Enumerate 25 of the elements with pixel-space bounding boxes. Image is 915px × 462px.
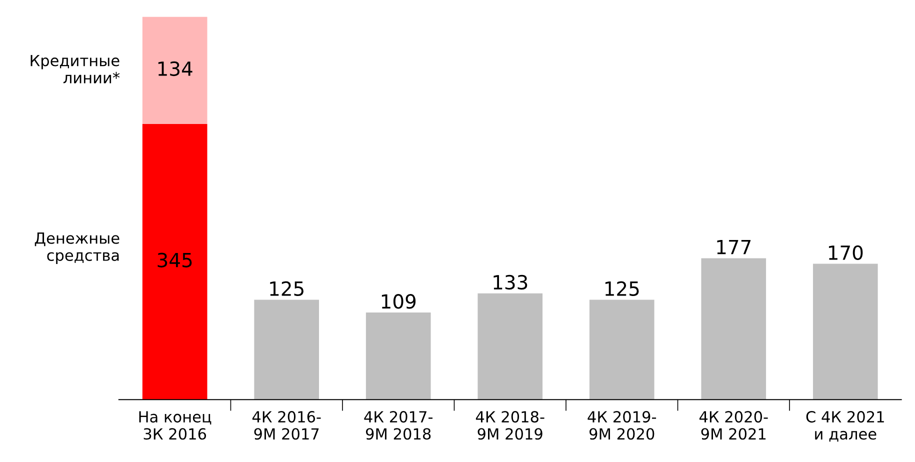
data-label: 109 (382, 294, 416, 309)
series-label: Кредитные линии* (30, 54, 120, 84)
bar (812, 264, 878, 400)
data-label: 125 (270, 281, 304, 296)
x-tick-label: 4К 2017- 9М 2018 (364, 411, 433, 440)
data-label: 345 (158, 252, 192, 268)
bar (366, 312, 431, 400)
bar (701, 258, 766, 400)
data-label: 177 (717, 240, 751, 254)
x-tick-label: С 4К 2021 и далее (806, 411, 884, 442)
bar (254, 300, 319, 400)
bar (589, 300, 654, 400)
x-tick-label: 4К 2020- 9М 2021 (699, 411, 768, 440)
x-tick-label: 4К 2019- 9М 2020 (588, 411, 656, 440)
bar (142, 124, 208, 400)
series-label: Денежные средства (34, 232, 120, 264)
x-tick-label: На конец 3К 2016 (139, 411, 212, 440)
data-label: 170 (828, 245, 863, 260)
data-label: 134 (158, 61, 192, 76)
data-label: 133 (494, 274, 528, 290)
x-tick-label: 4К 2016- 9М 2017 (252, 411, 321, 440)
bar (478, 293, 543, 400)
bar (142, 16, 208, 124)
data-label: 125 (605, 281, 639, 296)
x-tick-label: 4К 2018- 9М 2019 (476, 411, 544, 440)
